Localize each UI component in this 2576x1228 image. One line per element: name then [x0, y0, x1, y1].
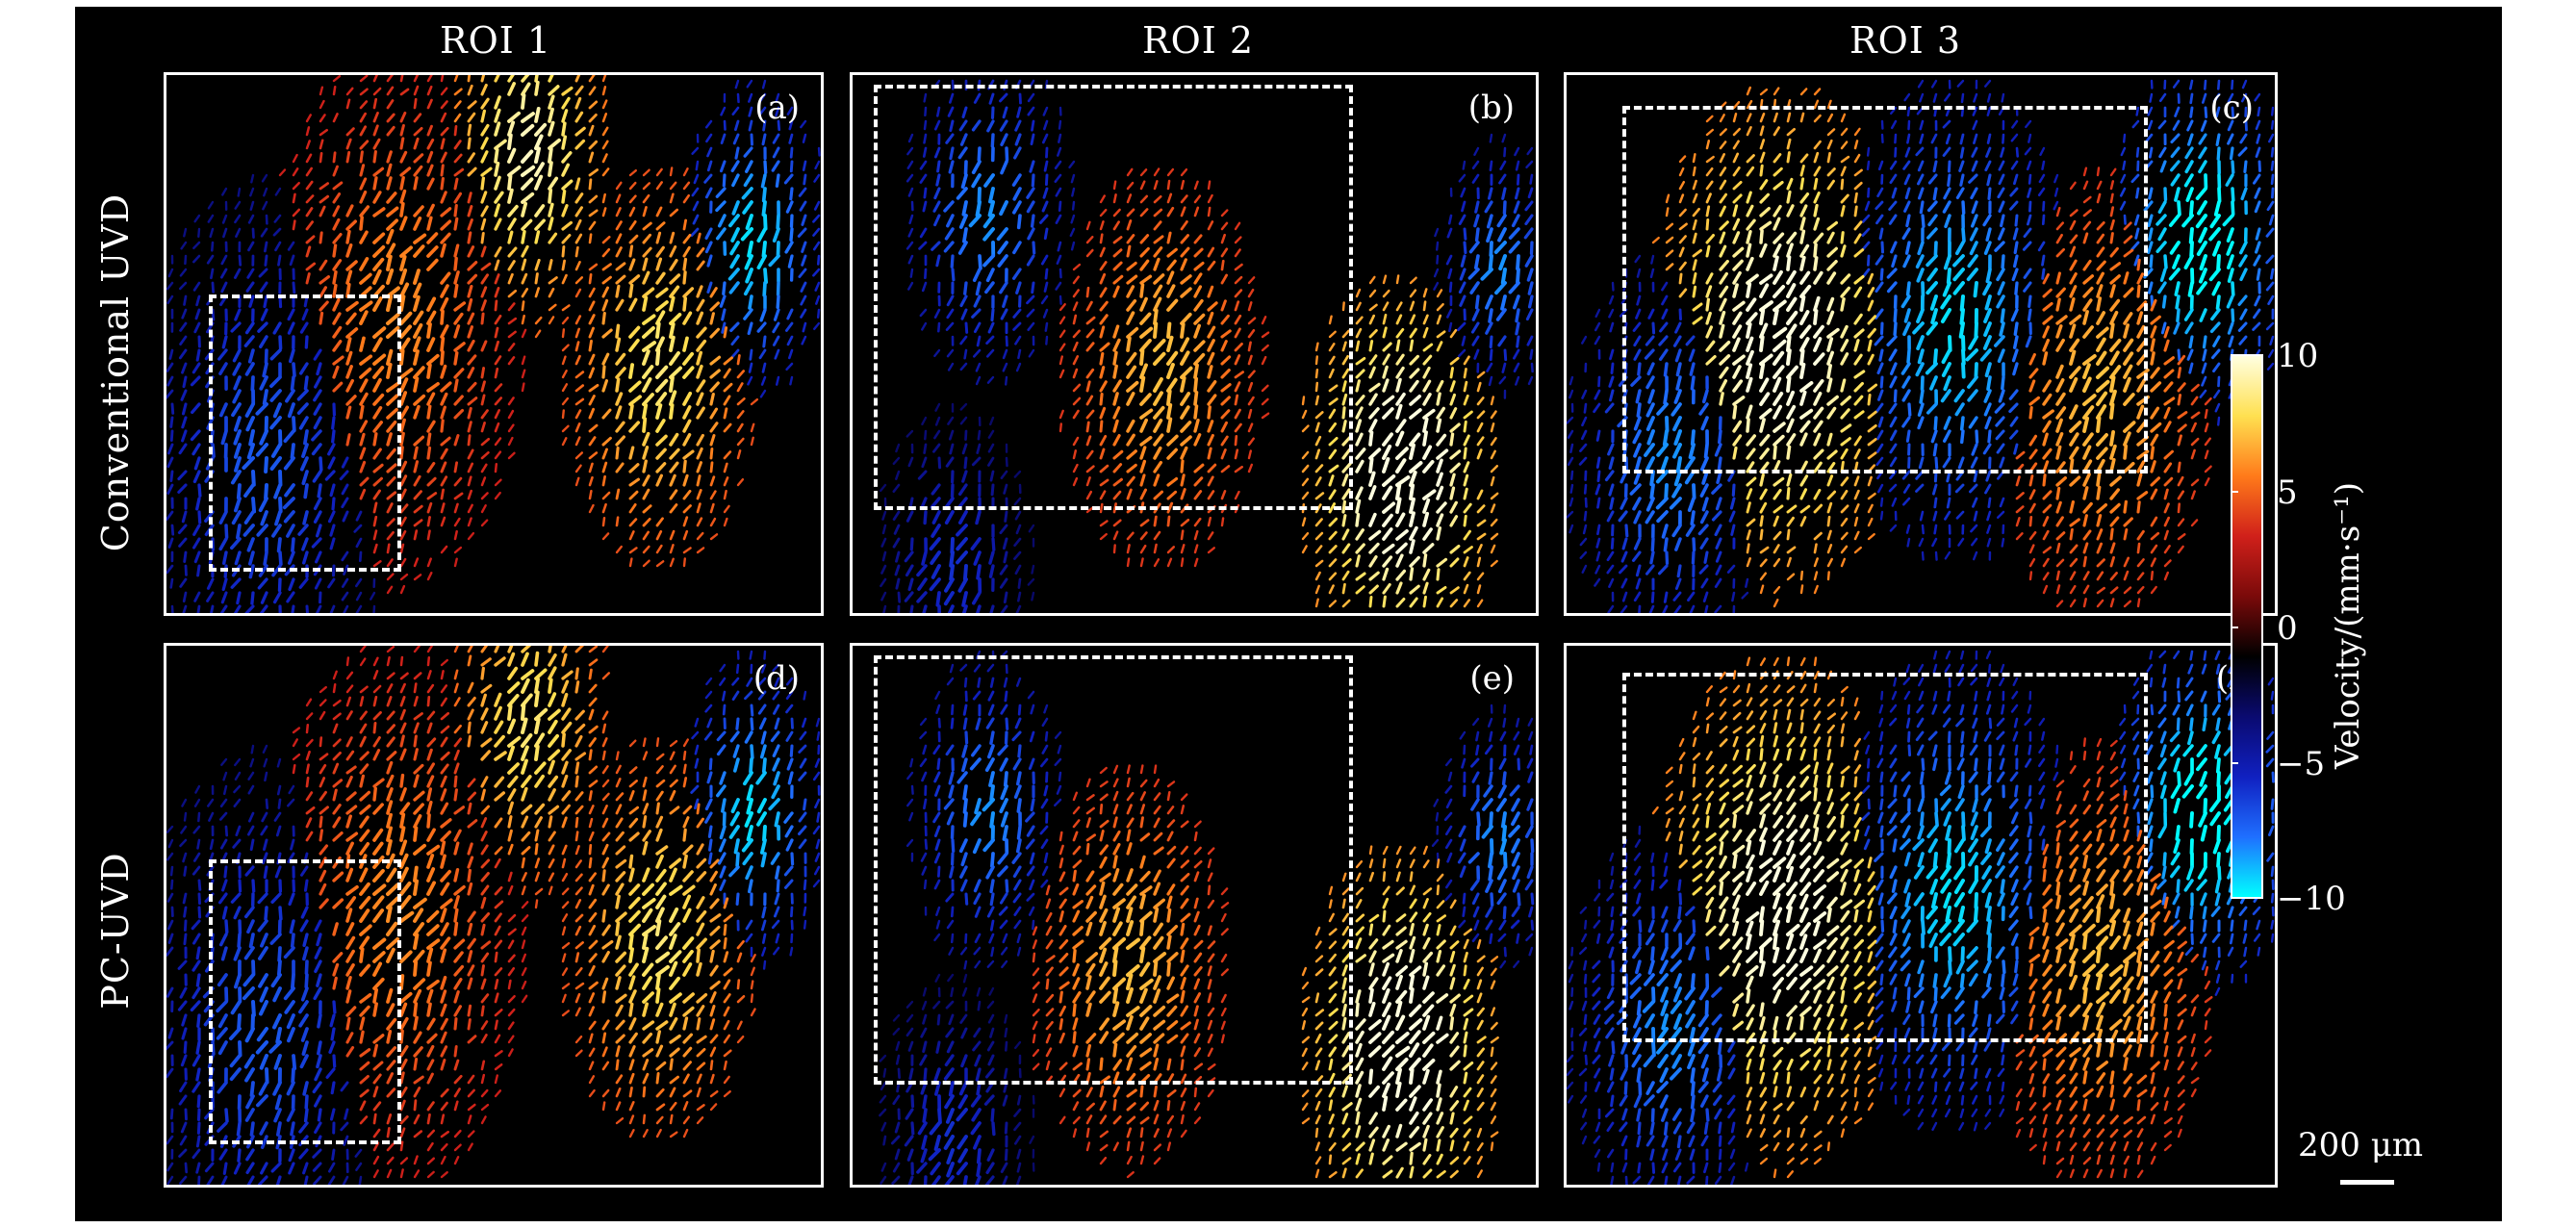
- panel-label: (e): [1469, 659, 1515, 698]
- column-title-roi-2: ROI 2: [1141, 19, 1255, 62]
- colorbar-tick-mark: [2231, 354, 2238, 356]
- row-title-conventional-uvd: Conventional UVD: [94, 192, 137, 552]
- colorbar-axis-label: Velocity/(mm·s⁻¹): [2329, 482, 2367, 769]
- velocity-vector-map: [879, 650, 1535, 1185]
- panel-label: (d): [752, 659, 800, 698]
- colorbar-tick-mark: [2231, 627, 2238, 628]
- roi-dashed-box: [1622, 673, 2148, 1042]
- column-title-roi-1: ROI 1: [439, 19, 552, 62]
- panel-d: (d): [164, 643, 824, 1188]
- colorbar-tick-label: 10: [2277, 337, 2319, 375]
- panel-e: (e): [850, 643, 1539, 1188]
- row-title-pc-uvd: PC-UVD: [94, 852, 137, 1010]
- scalebar-line: [2340, 1180, 2394, 1185]
- column-title-roi-3: ROI 3: [1849, 19, 1962, 62]
- colorbar-tick-mark: [2231, 491, 2238, 493]
- colorbar-tick-mark: [2231, 762, 2238, 764]
- panel-label: (b): [1467, 89, 1515, 127]
- colorbar-tick-mark: [2231, 897, 2238, 899]
- colorbar-tick-label: −5: [2277, 745, 2326, 783]
- roi-dashed-box: [209, 294, 401, 572]
- colorbar-tick-label: 5: [2277, 473, 2298, 512]
- velocity-vector-map: [166, 75, 821, 613]
- panel-f: (f): [1564, 643, 2278, 1188]
- roi-dashed-box: [874, 85, 1353, 510]
- colorbar-tick-label: −10: [2277, 880, 2346, 918]
- panel-label: (a): [754, 89, 800, 127]
- panel-c: (c): [1564, 72, 2278, 616]
- panel-label: (c): [2209, 89, 2254, 127]
- colorbar-tick-label: 0: [2277, 609, 2298, 648]
- velocity-vector-map: [880, 79, 1534, 613]
- roi-dashed-box: [874, 655, 1353, 1085]
- panel-a: (a): [164, 72, 824, 616]
- scalebar-label: 200 μm: [2298, 1126, 2424, 1164]
- panel-b: (b): [850, 72, 1539, 616]
- roi-dashed-box: [1622, 106, 2148, 473]
- velocity-vector-map: [1567, 650, 2275, 1185]
- roi-dashed-box: [209, 859, 401, 1144]
